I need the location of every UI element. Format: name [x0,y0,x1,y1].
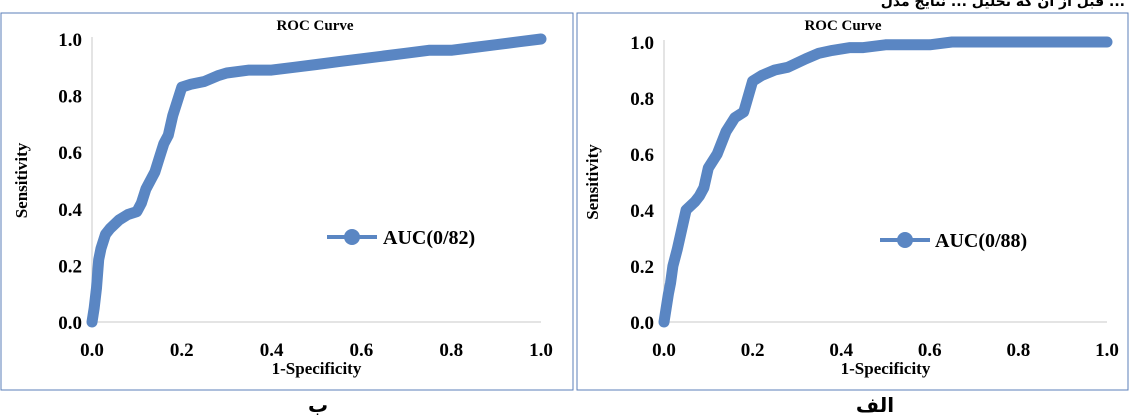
panel-frame-left [0,12,574,391]
roc-series-line [658,36,1113,328]
y-tick-label: 0.2 [58,256,82,277]
x-tick-label: 1.0 [1095,340,1119,361]
x-tick-label: 0.2 [741,340,765,361]
legend-marker [897,232,913,248]
y-tick-label: 1.0 [630,33,654,54]
x-axis-label: 1-Specificity [841,359,931,378]
roc-chart-left: ROC Curve 0.0 0.2 0.4 0.6 0.8 1.0 0.0 0.2 0.4 0.6 0… [12,18,553,378]
roc-series-line [86,33,547,328]
x-tick-label: 0.8 [439,340,463,361]
y-axis-label: Sensitivity [12,142,31,218]
y-axis-label: Sensitivity [583,144,602,220]
roc-chart-right: ROC Curve 0.0 0.2 0.4 0.6 0.8 1.0 0.0 0.2 0.4 0.6 0… [583,18,1119,378]
caption-left: ب [308,393,328,417]
y-tick-label: 1.0 [58,30,82,51]
x-tick-label: 1.0 [529,340,553,361]
chart-title: ROC Curve [804,18,881,34]
x-tick-label: 0.0 [80,340,104,361]
legend-marker [344,229,360,245]
chart-title: ROC Curve [276,18,353,34]
caption-right: الف [856,393,894,417]
y-tick-label: 0.0 [630,313,654,334]
y-tick-label: 0.4 [630,201,654,222]
x-axis-label: 1-Specificity [272,359,362,378]
x-tick-label: 0.0 [652,340,676,361]
panel-frame-right [576,12,1129,391]
x-tick-label: 0.4 [829,340,853,361]
y-tick-label: 0.8 [58,87,82,108]
y-tick-label: 0.8 [630,89,654,110]
x-tick-label: 0.6 [350,340,374,361]
y-tick-label: 0.0 [58,313,82,334]
x-tick-label: 0.4 [260,340,284,361]
x-tick-label: 0.2 [170,340,194,361]
y-tick-label: 0.6 [630,145,654,166]
legend-label: AUC(0/88) [935,230,1027,252]
x-tick-label: 0.8 [1007,340,1031,361]
x-tick-label: 0.6 [918,340,942,361]
y-tick-label: 0.6 [58,143,82,164]
legend-label: AUC(0/82) [383,227,475,249]
y-tick-label: 0.4 [58,200,82,221]
header-text: قبل از آن که تحلیل ... نتایج مدل ... [881,0,1125,10]
y-tick-label: 0.2 [630,257,654,278]
